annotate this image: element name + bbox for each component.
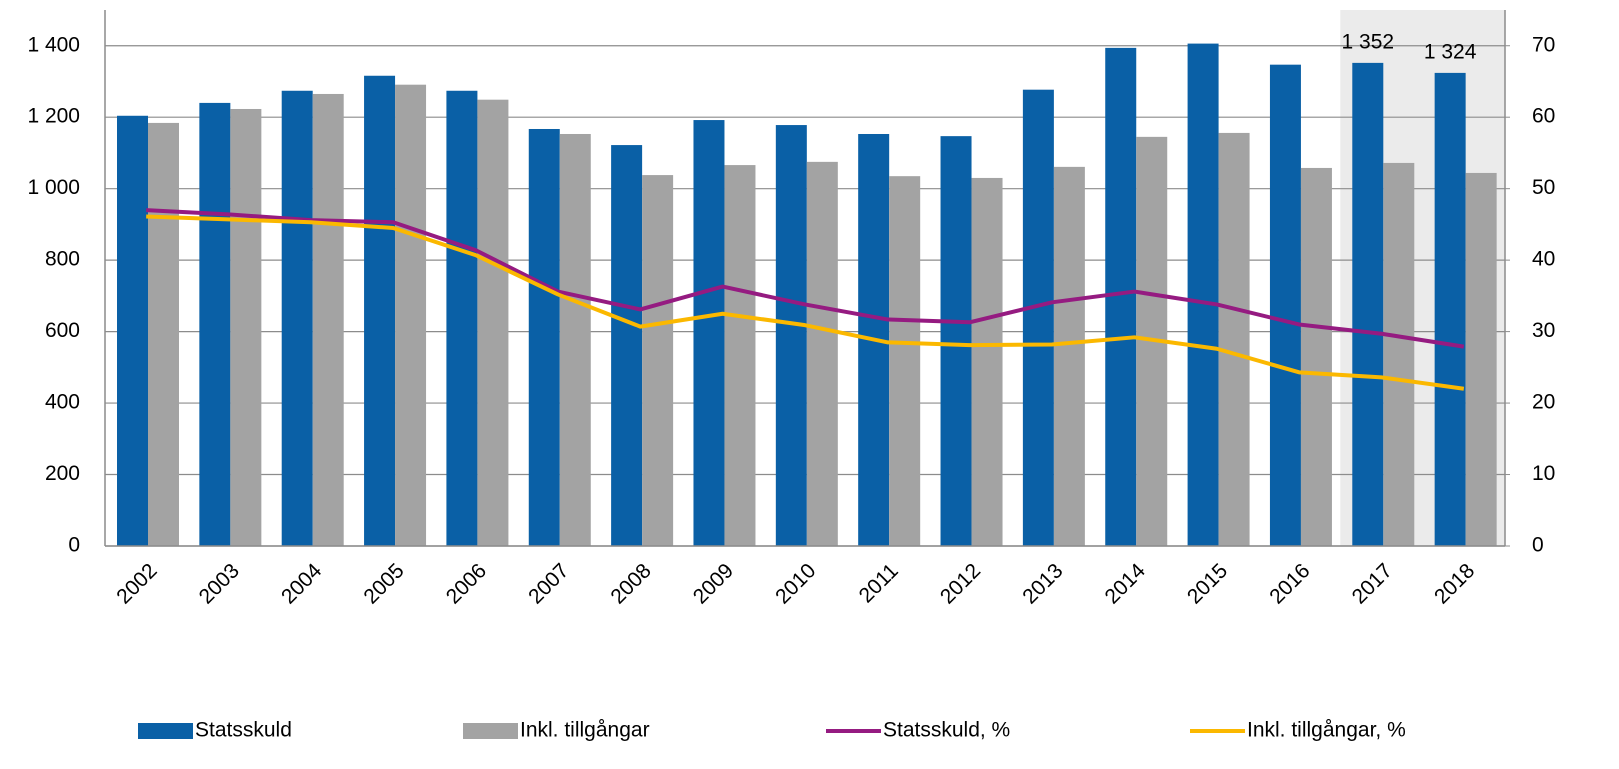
bar (1383, 162, 1415, 546)
y2-tick-label: 50 (1532, 176, 1555, 199)
legend-label: Statsskuld, % (883, 719, 1010, 742)
bar (559, 133, 591, 546)
bar (1465, 172, 1497, 546)
bar (395, 84, 427, 546)
legend-label: Statsskuld (195, 719, 292, 742)
value-label: 1 324 (1424, 40, 1477, 63)
bar (281, 90, 313, 547)
bar (1352, 62, 1384, 546)
bar (1300, 167, 1332, 546)
y-tick-label: 0 (68, 534, 80, 557)
y-tick-label: 1 000 (27, 176, 80, 199)
x-tick-label: 2017 (1348, 559, 1397, 608)
bar (364, 75, 396, 547)
bar (724, 165, 756, 546)
x-tick-label: 2018 (1430, 559, 1479, 608)
bar (1022, 89, 1054, 546)
y2-tick-label: 60 (1532, 105, 1555, 128)
bar (971, 177, 1003, 547)
line-series (146, 214, 1465, 391)
y-tick-label: 600 (45, 319, 80, 342)
bar (446, 90, 478, 547)
y2-tick-label: 30 (1532, 319, 1555, 342)
y-tick-label: 200 (45, 462, 80, 485)
legend-label: Inkl. tillgångar, % (1247, 719, 1406, 742)
x-tick-label: 2003 (195, 559, 244, 608)
x-tick-label: 2015 (1183, 559, 1232, 608)
y-tick-label: 1 400 (27, 33, 80, 56)
bar (889, 176, 921, 546)
legend-label: Inkl. tillgångar (520, 719, 650, 742)
line-series (146, 208, 1465, 349)
bar (1269, 64, 1301, 546)
bar (775, 125, 807, 546)
y2-tick-label: 0 (1532, 534, 1544, 557)
x-tick-label: 2014 (1101, 559, 1151, 609)
y-tick-label: 800 (45, 248, 80, 271)
y2-tick-label: 20 (1532, 391, 1555, 414)
x-tick-label: 2009 (689, 559, 738, 608)
x-tick-label: 2002 (112, 559, 161, 608)
bar (312, 93, 344, 547)
x-tick-label: 2007 (524, 559, 573, 608)
x-tick-label: 2005 (359, 559, 408, 608)
x-tick-label: 2008 (606, 559, 655, 608)
x-tick-label: 2012 (936, 559, 985, 608)
x-tick-label: 2006 (442, 559, 491, 608)
bar (642, 175, 674, 546)
y2-tick-label: 70 (1532, 33, 1555, 56)
y-tick-label: 1 200 (27, 105, 80, 128)
bar (117, 115, 148, 547)
y2-tick-label: 10 (1532, 462, 1555, 485)
bar (477, 99, 509, 546)
bar (199, 102, 231, 546)
y2-tick-label: 40 (1532, 248, 1555, 271)
x-tick-label: 2013 (1018, 559, 1067, 608)
x-tick-label: 2016 (1265, 559, 1314, 608)
bar (1105, 47, 1137, 547)
legend-swatch (463, 723, 518, 739)
bar (940, 136, 972, 546)
x-tick-label: 2004 (277, 559, 327, 609)
bar (611, 145, 643, 546)
bar (806, 161, 838, 546)
bar (1187, 43, 1219, 547)
x-tick-label: 2010 (771, 559, 820, 608)
value-label: 1 352 (1342, 30, 1395, 53)
bar (1218, 132, 1250, 546)
bar (230, 108, 262, 547)
y-tick-label: 400 (45, 391, 80, 414)
bar (1434, 72, 1466, 547)
bar (693, 120, 725, 547)
x-tick-label: 2011 (855, 559, 903, 607)
legend-swatch (138, 723, 193, 739)
bar (148, 122, 179, 547)
bar (528, 128, 560, 546)
bar (1053, 166, 1085, 547)
